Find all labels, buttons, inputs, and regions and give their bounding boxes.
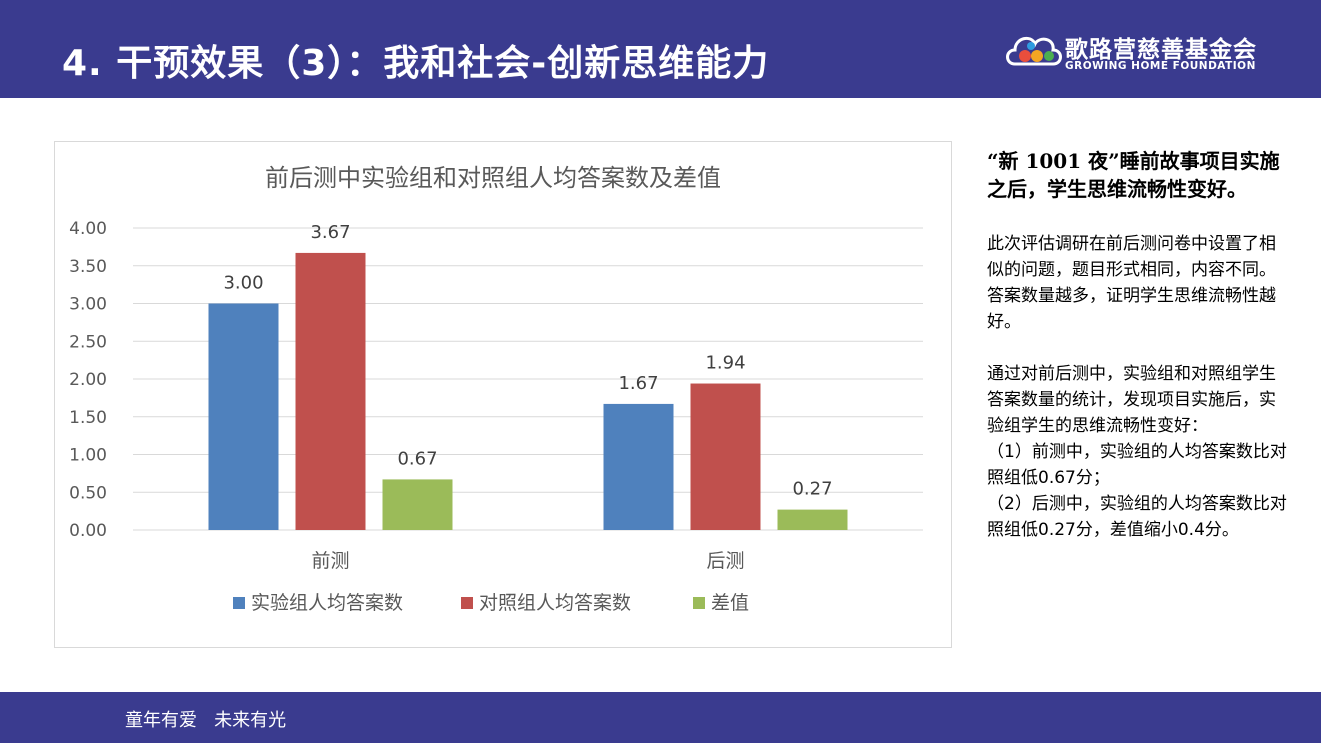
side-paragraph-1: 此次评估调研在前后测问卷中设置了相似的问题，题目形式相同，内容不同。答案数量越多… xyxy=(987,234,1276,332)
bar-3-1 xyxy=(382,479,453,530)
legend-label: 对照组人均答案数 xyxy=(479,592,631,614)
bar-3-2 xyxy=(777,509,848,530)
side-point-1: （1）前测中，实验组的人均答案数比对照组低0.67分； xyxy=(987,442,1287,488)
slide-title: 4. 干预效果（3）：我和社会-创新思维能力 xyxy=(62,43,770,84)
side-heading: “新 1001 夜”睡前故事项目实施之后，学生思维流畅性变好。 xyxy=(987,149,1280,201)
logo-name-en: GROWING HOME FOUNDATION xyxy=(1065,60,1256,72)
y-tick-label: 0.00 xyxy=(69,521,107,541)
bar-2-1 xyxy=(295,252,366,530)
logo-name-cn: 歌路营慈善基金会 xyxy=(1065,37,1257,63)
y-tick-label: 4.00 xyxy=(69,219,107,239)
category-label: 前测 xyxy=(311,550,349,572)
side-point-2: （2）后测中，实验组的人均答案数比对照组低0.27分，差值缩小0.4分。 xyxy=(987,494,1287,540)
category-label: 后测 xyxy=(706,550,744,572)
data-label: 3.67 xyxy=(310,222,350,243)
header-bar: 4. 干预效果（3）：我和社会-创新思维能力 歌路营慈善基金会 GROWING … xyxy=(0,0,1321,98)
legend-swatch xyxy=(233,597,245,609)
foundation-logo: 歌路营慈善基金会 GROWING HOME FOUNDATION xyxy=(1003,24,1263,80)
data-label: 0.67 xyxy=(397,448,437,469)
legend-label: 差值 xyxy=(711,592,749,614)
data-label: 0.27 xyxy=(792,479,832,500)
bar-1-1 xyxy=(208,303,279,530)
data-label: 3.00 xyxy=(223,273,263,294)
y-tick-label: 3.50 xyxy=(69,257,107,277)
y-tick-label: 2.50 xyxy=(69,332,107,352)
chart-frame: 前后测中实验组和对照组人均答案数及差值 0.00 0.50 1.00 1.50 2.00… xyxy=(54,141,952,648)
legend-swatch xyxy=(461,597,473,609)
legend-label: 实验组人均答案数 xyxy=(251,592,403,614)
side-panel: “新 1001 夜”睡前故事项目实施之后，学生思维流畅性变好。 此次评估调研在前… xyxy=(987,147,1297,543)
footer-bar: 童年有爱 未来有光 xyxy=(0,692,1321,743)
legend-swatch xyxy=(693,597,705,609)
bar-chart: 前后测中实验组和对照组人均答案数及差值 0.00 0.50 1.00 1.50 2.00… xyxy=(69,164,923,614)
y-tick-label: 0.50 xyxy=(69,483,107,503)
data-label: 1.94 xyxy=(705,353,745,374)
bar-2-2 xyxy=(690,383,761,530)
bar-1-2 xyxy=(603,403,674,530)
side-paragraph-2: 通过对前后测中，实验组和对照组学生答案数量的统计，发现项目实施后，实验组学生的思… xyxy=(987,364,1276,436)
cloud-logo-icon xyxy=(1006,36,1062,66)
y-tick-label: 1.50 xyxy=(69,408,107,428)
y-tick-label: 2.00 xyxy=(69,370,107,390)
chart-title: 前后测中实验组和对照组人均答案数及差值 xyxy=(265,164,721,192)
data-label: 1.67 xyxy=(618,373,658,394)
y-tick-label: 3.00 xyxy=(69,295,107,315)
y-tick-label: 1.00 xyxy=(69,446,107,466)
footer-slogan: 童年有爱 未来有光 xyxy=(125,710,287,731)
